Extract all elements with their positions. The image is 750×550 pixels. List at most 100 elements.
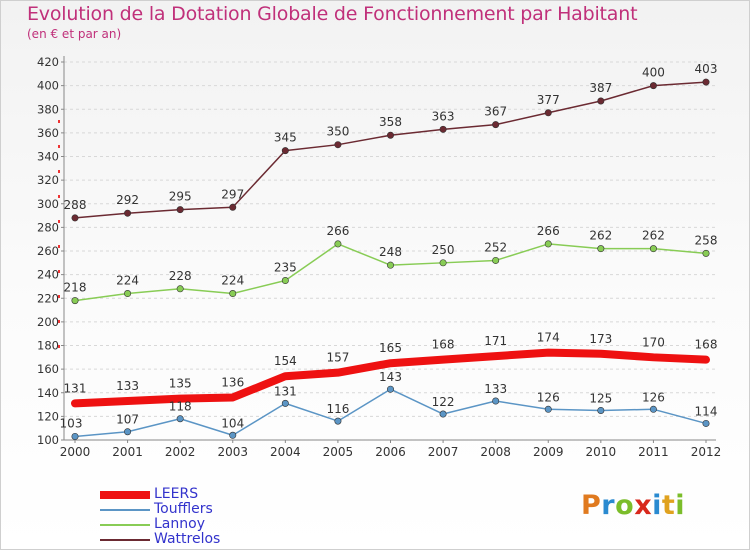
legend-item-lannoy: Lannoy [100,517,220,532]
data-label-lannoy: 224 [221,274,244,288]
data-point-lannoy [597,245,605,253]
data-point-toufflers [702,419,710,427]
data-label-wattrelos: 288 [64,198,87,212]
data-label-lannoy: 218 [64,281,87,295]
data-label-leers: 157 [326,351,349,365]
y-tick-label: 400 [37,79,59,93]
data-label-lannoy: 248 [379,245,402,259]
legend-label: Toufflers [154,501,213,517]
data-point-lannoy [439,259,447,267]
legend-label: Wattrelos [154,531,221,547]
data-label-leers: 165 [379,341,402,355]
data-label-wattrelos: 297 [221,187,244,201]
data-point-lannoy [124,290,132,298]
data-label-leers: 171 [484,334,507,348]
x-tick-label: 2009 [533,445,564,459]
logo-letter: i [675,490,686,521]
data-point-wattrelos [334,141,342,149]
data-point-toufflers [386,385,394,393]
y-tick-label: 240 [37,268,59,282]
data-label-toufflers: 118 [169,400,192,414]
logo-letter: o [615,490,635,521]
x-tick-label: 2006 [375,445,406,459]
data-label-toufflers: 103 [60,416,83,430]
x-tick-label: 2011 [638,445,669,459]
data-point-lannoy [386,261,394,269]
logo-letter: P [581,490,602,521]
legend-item-wattrelos: Wattrelos [100,532,220,547]
data-label-toufflers: 122 [432,395,455,409]
proxiti-logo: Proxiti [581,490,685,521]
data-label-wattrelos: 403 [695,62,718,76]
data-point-toufflers [544,405,552,413]
data-label-toufflers: 143 [379,370,402,384]
data-point-lannoy [544,240,552,248]
data-label-lannoy: 224 [116,274,139,288]
logo-letter: x [634,490,653,521]
data-label-wattrelos: 295 [169,190,192,204]
y-tick-label: 120 [37,409,59,423]
data-point-lannoy [71,297,79,305]
data-label-lannoy: 235 [274,261,297,275]
data-label-toufflers: 114 [695,404,718,418]
y-tick-label: 140 [37,386,59,400]
data-label-wattrelos: 377 [537,93,560,107]
data-label-lannoy: 228 [169,269,192,283]
x-tick-label: 2002 [165,445,196,459]
data-label-lannoy: 262 [642,229,665,243]
logo-letter: i [652,490,662,521]
data-label-wattrelos: 292 [116,193,139,207]
data-point-lannoy [229,290,237,298]
y-tick-label: 340 [37,150,59,164]
y-tick-label: 420 [37,55,59,69]
x-tick-label: 2007 [428,445,459,459]
x-tick-label: 2008 [480,445,511,459]
data-point-wattrelos [176,206,184,214]
x-tick-label: 2004 [270,445,301,459]
data-label-wattrelos: 387 [589,81,612,95]
logo-letter: t [661,490,676,521]
x-tick-label: 2010 [586,445,617,459]
series-line-leers [71,348,710,408]
data-label-lannoy: 262 [589,229,612,243]
x-tick-label: 2012 [691,445,722,459]
data-point-toufflers [71,432,79,440]
logo-letter: r [601,490,616,521]
data-label-toufflers: 116 [326,402,349,416]
y-tick-label: 360 [37,126,59,140]
data-label-wattrelos: 358 [379,115,402,129]
x-tick-label: 2001 [112,445,143,459]
legend-swatch [100,538,150,541]
data-point-lannoy [492,256,500,264]
data-point-wattrelos [281,147,289,155]
x-tick-label: 2005 [323,445,354,459]
chart-title: Evolution de la Dotation Globale de Fonc… [27,3,638,25]
x-tick-label: 2000 [60,445,91,459]
data-label-leers: 133 [116,379,139,393]
data-label-toufflers: 133 [484,382,507,396]
y-tick-label: 300 [37,197,59,211]
data-point-toufflers [334,417,342,425]
data-point-wattrelos [649,82,657,90]
data-label-leers: 131 [64,381,87,395]
data-point-lannoy [334,240,342,248]
data-point-toufflers [281,399,289,407]
legend-swatch [100,523,150,526]
data-label-wattrelos: 400 [642,66,665,80]
y-tick-label: 260 [37,244,59,258]
data-point-wattrelos [439,125,447,133]
data-label-toufflers: 107 [116,413,139,427]
data-label-lannoy: 266 [326,224,349,238]
y-tick-label: 200 [37,315,59,329]
data-label-leers: 168 [432,338,455,352]
legend-item-toufflers: Toufflers [100,502,220,517]
legend-label: LEERS [154,486,199,502]
data-label-leers: 154 [274,354,297,368]
y-tick-label: 160 [37,362,59,376]
data-point-wattrelos [597,97,605,105]
x-tick-label: 2003 [217,445,248,459]
y-tick-label: 320 [37,173,59,187]
data-label-leers: 135 [169,377,192,391]
data-point-wattrelos [702,78,710,86]
